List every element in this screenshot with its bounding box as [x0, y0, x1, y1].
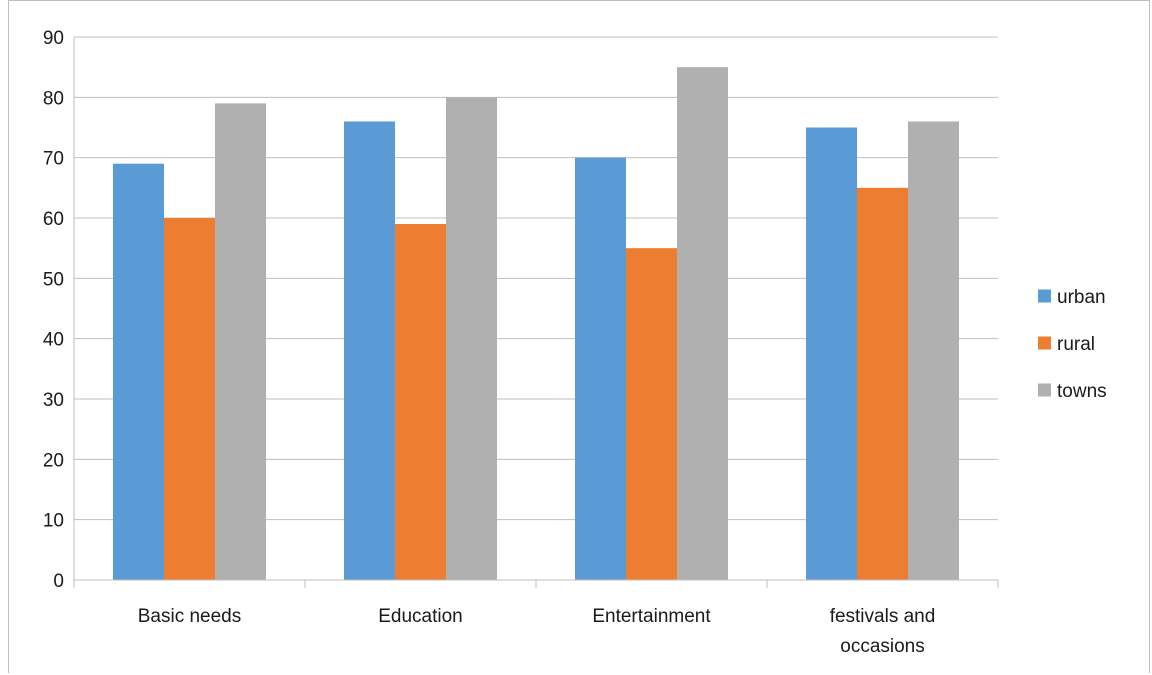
- legend-swatch-urban: [1038, 289, 1051, 303]
- x-tick-label: occasions: [840, 636, 925, 657]
- bar-rural-1: [395, 224, 446, 581]
- bar-urban-0: [113, 163, 164, 580]
- y-tick-label: 30: [43, 390, 64, 411]
- legend-label-towns: towns: [1057, 381, 1107, 402]
- x-tick-label: Basic needs: [138, 606, 242, 627]
- y-tick-label: 20: [43, 450, 64, 471]
- bars: [113, 67, 959, 581]
- bar-towns-2: [677, 67, 728, 580]
- legend-label-rural: rural: [1057, 334, 1095, 355]
- legend-swatch-rural: [1038, 336, 1051, 350]
- legend: urban rural towns: [1038, 287, 1107, 402]
- y-tick-label: 60: [43, 209, 64, 230]
- bar-towns-3: [908, 121, 959, 580]
- x-tick-label: Entertainment: [592, 606, 711, 627]
- bar-towns-1: [446, 97, 497, 580]
- y-tick-label: 50: [43, 269, 64, 290]
- bar-towns-0: [215, 103, 266, 580]
- y-tick-label: 40: [43, 330, 64, 351]
- bar-rural-3: [857, 187, 908, 581]
- bar-urban-1: [344, 121, 395, 580]
- bar-urban-2: [575, 157, 626, 580]
- chart-frame: [8, 0, 1150, 673]
- bar-urban-3: [806, 127, 857, 580]
- y-tick-label: 80: [43, 88, 64, 109]
- x-tick-label: festivals and: [830, 606, 936, 627]
- y-axis-tick-labels: 0 10 20 30 40 50 60 70 80 90: [43, 28, 64, 592]
- y-tick-label: 10: [43, 511, 64, 532]
- x-axis-tick-labels: Basic needs Education Entertainment festiva…: [138, 606, 936, 657]
- legend-swatch-towns: [1038, 383, 1051, 397]
- y-tick-label: 90: [43, 28, 64, 49]
- y-tick-label: 70: [43, 149, 64, 170]
- y-tick-label: 0: [53, 571, 64, 592]
- x-tick-label: Education: [378, 606, 463, 627]
- bar-rural-0: [164, 218, 215, 580]
- axes: [73, 37, 999, 588]
- bar-rural-2: [626, 248, 677, 580]
- legend-label-urban: urban: [1057, 287, 1106, 308]
